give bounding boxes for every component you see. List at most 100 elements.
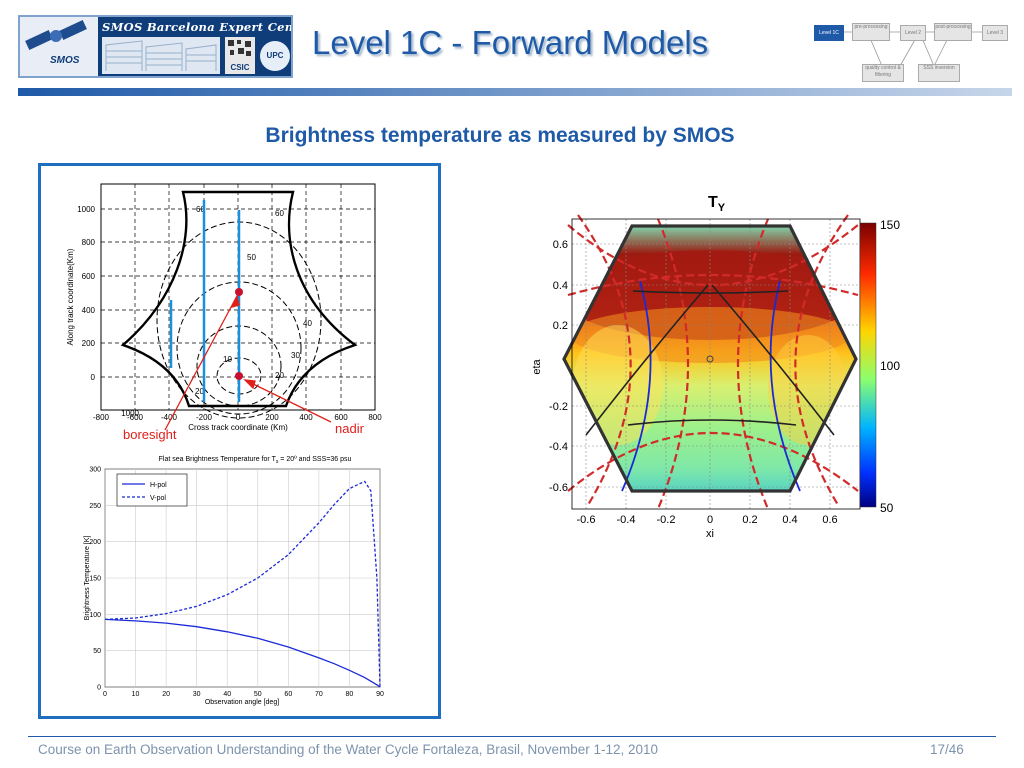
tb-angle-chart: Flat sea Brightness Temperature for Ts =… <box>84 456 384 706</box>
tb-chart-title: Flat sea Brightness Temperature for Ts =… <box>159 456 352 465</box>
page-number: 17/46 <box>930 742 964 757</box>
fov-xtick-label: 0 <box>236 413 241 422</box>
fov-contour-label: 40 <box>303 319 312 328</box>
page-title: Level 1C - Forward Models <box>312 24 709 61</box>
tb-ytick-label: 250 <box>89 503 101 510</box>
ty-map-fov-curves <box>585 284 835 436</box>
satellite-icon: SMOS <box>20 17 98 76</box>
tb-xtick-label: 0 <box>103 691 107 698</box>
flow-step-quality-control: quality control & filtering <box>862 64 904 82</box>
series-line-v-pol <box>104 480 381 688</box>
tb-xtick-label: 80 <box>346 691 354 698</box>
fov-xtick-label: -400 <box>161 413 178 422</box>
ty-ylabel: eta <box>531 358 543 374</box>
smos-bec-logo: SMOS SMOS Barcelona Expert Centre CSIC U… <box>18 15 293 78</box>
tb-ytick-label: 0 <box>97 685 101 692</box>
flow-step-sss-inversion: SSS inversion <box>918 64 960 82</box>
ty-ytick-label: -0.2 <box>549 401 568 413</box>
fov-xtick-label: 200 <box>265 413 279 422</box>
fov-contour-label: 50 <box>247 253 256 262</box>
flow-connectors <box>843 31 982 67</box>
ty-ytick-label: 0.6 <box>553 239 568 251</box>
tb-legend: H-pol V-pol <box>116 473 188 507</box>
fov-ytick-label: 1000 <box>77 205 95 214</box>
ty-ytick-label: -0.6 <box>549 482 568 494</box>
fov-ytick-label: 800 <box>82 238 96 247</box>
ty-xtick-label: 0.6 <box>822 514 837 526</box>
ty-colorbar <box>859 222 877 508</box>
slide-subtitle: Brightness temperature as measured by SM… <box>265 124 735 147</box>
processing-flow-diagram: Level 1C pre-processing Level 2 post-pro… <box>810 18 1010 83</box>
boresight-point <box>235 288 243 296</box>
fov-contour-label: 60 <box>275 209 284 218</box>
ty-map-grid <box>572 219 860 509</box>
fov-xtick-label: 800 <box>368 413 382 422</box>
ty-xtick-label: 0.4 <box>782 514 797 526</box>
legend-hpol-label: H-pol <box>150 482 167 489</box>
colorbar-tick-label: 50 <box>880 501 894 515</box>
tb-xtick-label: 50 <box>254 691 262 698</box>
ty-map-center-marker <box>706 355 714 363</box>
colorbar-tick-label: 100 <box>880 359 900 373</box>
fov-xtick-label: -600 <box>127 413 144 422</box>
boresight-label: boresight <box>123 427 177 442</box>
ty-map-blue-curves <box>621 280 801 492</box>
ty-ytick-label: -0.4 <box>549 441 568 453</box>
csic-label: CSIC <box>230 63 250 72</box>
fov-plot: 60 60 50 40 30 20 20 10 1000 1000 800 60… <box>55 180 435 450</box>
flow-step-level3: Level 3 <box>982 25 1008 41</box>
ty-map-hexagon <box>562 224 858 493</box>
fov-xlabel: Cross track coordinate (Km) <box>188 423 288 432</box>
ty-xtick-label: -0.2 <box>657 514 676 526</box>
tb-legend-box <box>116 473 188 507</box>
colorbar-tick-label: 150 <box>880 218 900 232</box>
ty-brightness-map: TY 0.6 0.4 0.2 -0.2 -0.4 -0.6 <box>531 194 900 540</box>
tb-xtick-label: 30 <box>193 691 201 698</box>
ty-xtick-label: 0 <box>707 514 713 526</box>
ty-xlabel: xi <box>706 528 714 540</box>
tb-xtick-label: 40 <box>223 691 231 698</box>
fov-ytick-label: 1000 <box>121 409 139 418</box>
nadir-point <box>235 372 243 380</box>
building-image <box>102 37 220 74</box>
tb-xtick-label: 60 <box>284 691 292 698</box>
flow-step-level1c: Level 1C <box>814 25 844 41</box>
flow-step-preprocessing: pre-processing <box>852 23 890 41</box>
tb-ytick-label: 100 <box>89 612 101 619</box>
tb-ytick-label: 200 <box>89 539 101 546</box>
fov-contour-label: 30 <box>291 351 300 360</box>
fov-ytick-label: 400 <box>82 306 96 315</box>
fov-swath-lines <box>169 200 241 402</box>
fov-contour-label: 10 <box>223 355 232 364</box>
ty-map-title: TY <box>708 194 726 214</box>
tb-xtick-label: 20 <box>162 691 170 698</box>
series-line-h-pol <box>104 618 381 688</box>
fov-ylabel: Along track coordinate(Km) <box>66 248 75 345</box>
tb-ytick-label: 50 <box>93 648 101 655</box>
fov-xtick-label: -200 <box>196 413 213 422</box>
header-rule <box>18 88 1012 96</box>
tb-xlabel: Observation angle [deg] <box>205 699 279 706</box>
fov-contour-label: 60 <box>196 205 205 214</box>
ty-xtick-label: -0.4 <box>617 514 636 526</box>
logo-smos-label: SMOS <box>50 55 80 66</box>
upc-logo: UPC <box>260 41 290 71</box>
annotation-arrows <box>164 293 332 431</box>
flow-step-level2: Level 2 <box>900 25 926 41</box>
tb-ytick-label: 150 <box>89 576 101 583</box>
flow-step-postprocessing: post-processing <box>934 23 972 41</box>
tb-xtick-label: 90 <box>376 691 384 698</box>
footer-rule <box>28 736 996 737</box>
ty-ytick-label: 0.2 <box>553 320 568 332</box>
tb-ytick-label: 300 <box>89 467 101 474</box>
fov-xtick-label: 600 <box>334 413 348 422</box>
ty-ytick-label: 0.4 <box>553 280 568 292</box>
fov-boundary <box>120 190 358 408</box>
fov-ytick-label: 0 <box>91 373 96 382</box>
fov-xtick-label: 400 <box>299 413 313 422</box>
csic-logo: CSIC <box>225 37 255 74</box>
tb-ylabel: Brightness Temperature [K] <box>84 536 91 621</box>
tb-xtick-label: 10 <box>132 691 140 698</box>
left-figure-box: 60 60 50 40 30 20 20 10 1000 1000 800 60… <box>38 163 441 719</box>
logo-title: SMOS Barcelona Expert Centre <box>102 20 293 34</box>
